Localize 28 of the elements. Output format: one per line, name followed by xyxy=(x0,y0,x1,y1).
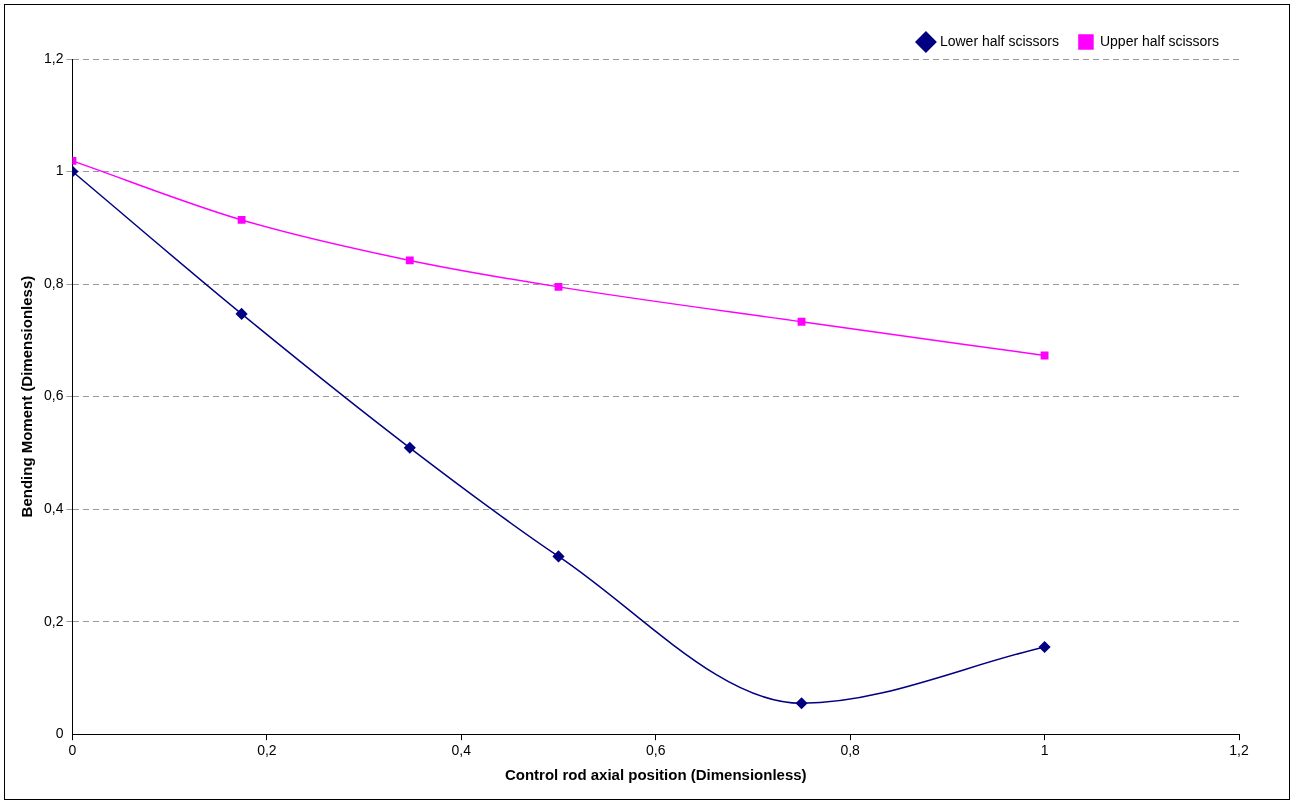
point xyxy=(552,550,565,563)
point xyxy=(1038,641,1051,653)
point xyxy=(797,317,806,326)
y-tick-label: 0,4 xyxy=(43,499,64,516)
y-tick-label: 0 xyxy=(55,725,64,742)
point xyxy=(554,282,563,291)
y-tick-label: 0,6 xyxy=(43,387,64,404)
y-tick-label: 0,2 xyxy=(43,612,64,629)
x-tick-label: 0 xyxy=(68,742,77,759)
point xyxy=(405,256,414,265)
x-tick-label: 0,8 xyxy=(840,742,861,759)
x-tick-label: 1 xyxy=(1040,742,1049,759)
point xyxy=(237,215,246,224)
x-tick-label: 0,4 xyxy=(451,742,472,759)
x-tick-label: 1,2 xyxy=(1229,742,1249,759)
point xyxy=(235,308,248,320)
point xyxy=(404,442,416,454)
y-axis-title: Bending Moment (Dimensionless) xyxy=(18,275,36,518)
point xyxy=(795,697,808,709)
x-tick-label: 0,2 xyxy=(257,742,277,759)
y-tick-label: 0,8 xyxy=(43,274,64,291)
legend-label: Upper half scissors xyxy=(1099,32,1220,49)
legend-label: Lower half scissors xyxy=(939,32,1059,49)
y-tick-label: 1 xyxy=(55,162,64,179)
y-tick-label: 1,2 xyxy=(43,49,64,66)
point xyxy=(1040,351,1049,360)
x-tick-label: 0,6 xyxy=(646,742,666,759)
x-axis-title: Control rod axial position (Dimensionless) xyxy=(504,766,807,784)
